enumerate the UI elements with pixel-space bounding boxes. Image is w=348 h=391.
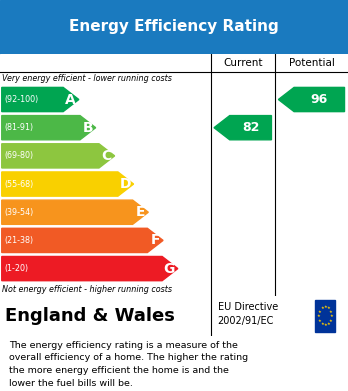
Text: C: C	[102, 149, 112, 163]
Text: ★: ★	[327, 306, 331, 310]
Text: A: A	[65, 93, 76, 106]
Text: G: G	[164, 262, 175, 276]
Text: ★: ★	[324, 323, 327, 327]
Polygon shape	[2, 228, 163, 253]
Text: ★: ★	[329, 319, 333, 323]
Polygon shape	[2, 256, 178, 281]
Text: ★: ★	[320, 322, 324, 326]
Bar	[315, 300, 335, 332]
Text: ★: ★	[327, 322, 331, 326]
Text: Energy Efficiency Rating: Energy Efficiency Rating	[69, 20, 279, 34]
Text: (81-91): (81-91)	[5, 123, 34, 132]
Text: B: B	[82, 121, 93, 135]
Text: Not energy efficient - higher running costs: Not energy efficient - higher running co…	[2, 285, 172, 294]
Polygon shape	[278, 88, 345, 111]
Text: 82: 82	[242, 121, 259, 134]
Text: England & Wales: England & Wales	[5, 307, 175, 325]
Text: ★: ★	[318, 319, 322, 323]
Text: (69-80): (69-80)	[5, 151, 34, 160]
Polygon shape	[2, 172, 134, 196]
Text: ★: ★	[320, 306, 324, 310]
Text: F: F	[151, 233, 160, 248]
Text: ★: ★	[324, 305, 327, 309]
Polygon shape	[214, 116, 271, 140]
Polygon shape	[2, 200, 148, 224]
Polygon shape	[2, 144, 114, 168]
Text: 96: 96	[311, 93, 328, 106]
Text: E: E	[136, 205, 145, 219]
Text: (92-100): (92-100)	[5, 95, 39, 104]
Text: (21-38): (21-38)	[5, 236, 34, 245]
Polygon shape	[2, 116, 96, 140]
Text: ★: ★	[330, 314, 334, 318]
Text: Potential: Potential	[288, 58, 334, 68]
Text: D: D	[119, 177, 131, 191]
Text: ★: ★	[318, 310, 322, 314]
Text: EU Directive
2002/91/EC: EU Directive 2002/91/EC	[218, 302, 278, 326]
Text: (1-20): (1-20)	[5, 264, 29, 273]
Polygon shape	[2, 88, 79, 111]
Text: Very energy efficient - lower running costs: Very energy efficient - lower running co…	[2, 74, 172, 83]
Text: The energy efficiency rating is a measure of the
overall efficiency of a home. T: The energy efficiency rating is a measur…	[9, 341, 248, 388]
Text: (55-68): (55-68)	[5, 179, 34, 188]
Text: ★: ★	[317, 314, 321, 318]
Text: (39-54): (39-54)	[5, 208, 34, 217]
Text: Current: Current	[223, 58, 262, 68]
Text: ★: ★	[329, 310, 333, 314]
